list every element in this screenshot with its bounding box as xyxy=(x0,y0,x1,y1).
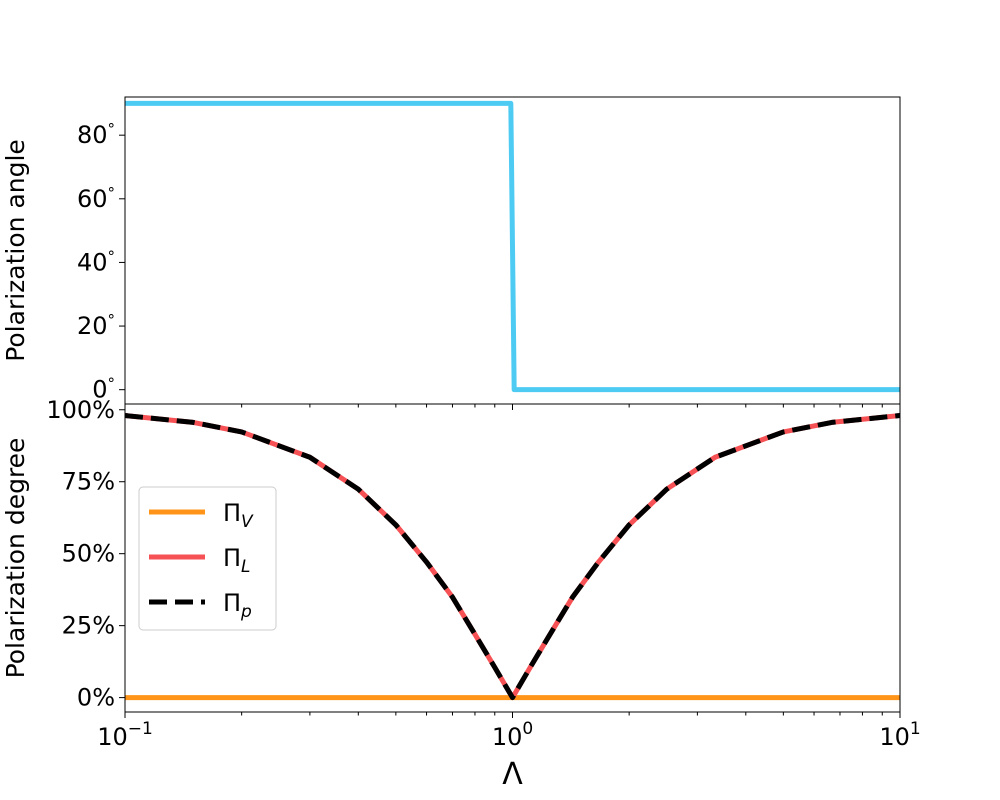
legend-box xyxy=(138,486,277,631)
y-tick-label: 60° xyxy=(77,184,115,213)
x-axis-label: Λ xyxy=(502,757,523,792)
x-tick-exponent: 1 xyxy=(910,719,921,739)
series-line-p xyxy=(125,413,900,701)
y-axis-label: Polarization angle xyxy=(1,139,30,362)
x-tick-label: 100 xyxy=(492,719,533,751)
x-tick-exponent: −1 xyxy=(128,719,153,739)
y-tick-label: 25% xyxy=(62,612,115,640)
y-tick-degree: ° xyxy=(108,311,116,329)
legend-label-l: ΠL xyxy=(223,544,251,577)
legend-label-sub: V xyxy=(241,512,254,532)
series-line-1 xyxy=(125,100,900,393)
y-tick-label: 100% xyxy=(46,396,115,424)
legend-label-p: Πp xyxy=(223,589,252,622)
x-tick-base: 10 xyxy=(492,723,523,751)
legend-label-v: ΠV xyxy=(223,499,254,532)
y-tick-degree: ° xyxy=(108,120,116,138)
legend-label-sub: p xyxy=(240,602,252,622)
y-tick-label: 0% xyxy=(77,684,115,712)
x-tick-label: 10−1 xyxy=(97,719,153,751)
x-tick-exponent: 0 xyxy=(522,719,533,739)
series-group xyxy=(125,413,900,701)
x-tick-label: 101 xyxy=(879,719,920,751)
x-tick-base: 10 xyxy=(97,723,128,751)
y-tick-degree: ° xyxy=(108,247,116,265)
legend-label-sub: L xyxy=(241,557,250,577)
y-tick-label: 40° xyxy=(77,247,115,276)
legend-label-base: Π xyxy=(223,589,241,617)
legend-label-base: Π xyxy=(223,499,241,527)
y-tick-label: 20° xyxy=(77,311,115,340)
y-tick-label: 50% xyxy=(62,540,115,568)
y-tick-degree: ° xyxy=(108,184,116,202)
legend-label-base: Π xyxy=(223,544,241,572)
panel-1: 0°20°40°60°80°Polarization angle xyxy=(1,96,901,410)
y-axis-label: Polarization degree xyxy=(1,438,30,679)
y-tick-degree: ° xyxy=(108,375,116,393)
y-tick-label: 80° xyxy=(77,120,115,149)
series-group xyxy=(125,100,900,393)
x-tick-base: 10 xyxy=(879,723,910,751)
y-tick-label: 75% xyxy=(62,468,115,496)
